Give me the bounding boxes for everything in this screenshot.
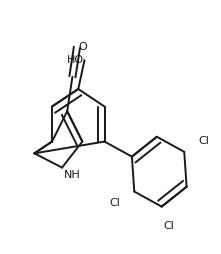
Text: Cl: Cl <box>163 221 174 231</box>
Text: O: O <box>78 42 87 52</box>
Text: Cl: Cl <box>198 136 209 146</box>
Text: NH: NH <box>63 170 80 180</box>
Text: HO: HO <box>67 55 84 65</box>
Text: Cl: Cl <box>110 198 120 208</box>
